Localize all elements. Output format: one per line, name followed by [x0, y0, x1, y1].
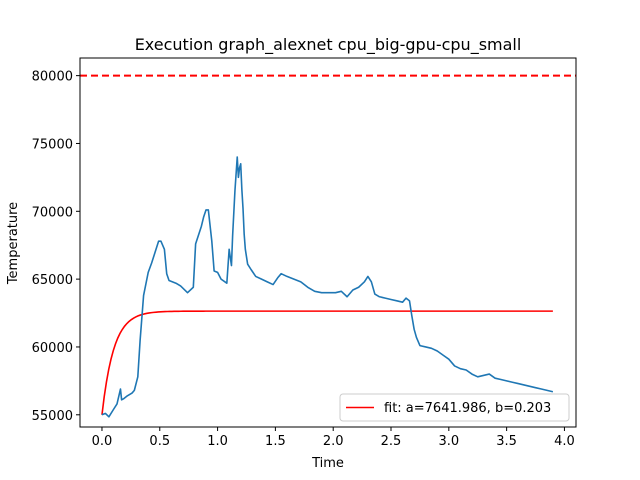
- x-tick-label: 0.5: [149, 434, 170, 449]
- y-tick-label: 60000: [32, 341, 73, 356]
- y-tick-label: 80000: [32, 70, 73, 85]
- fit-line: [101, 310, 553, 415]
- x-tick-label: 2.0: [323, 434, 344, 449]
- x-tick-label: 1.0: [207, 434, 228, 449]
- y-tick-label: 75000: [32, 137, 73, 152]
- plot-frame: [79, 57, 577, 428]
- x-tick-label: 4.0: [554, 434, 575, 449]
- x-axis-label: Time: [311, 456, 344, 471]
- y-tick-label: 70000: [32, 205, 73, 220]
- plot-area: [80, 58, 576, 427]
- x-axis: 0.0 0.5 1.0 1.5 2.0 2.5 3.0 3.5 4.0: [92, 427, 575, 449]
- legend-label-fit: fit: a=7641.986, b=0.203: [384, 401, 551, 416]
- y-axis: 55000 60000 65000 70000 75000 80000: [32, 70, 80, 424]
- x-tick-label: 0.0: [92, 434, 113, 449]
- x-tick-label: 3.5: [496, 434, 517, 449]
- chart-title: Execution graph_alexnet cpu_big-gpu-cpu_…: [135, 35, 522, 55]
- x-tick-label: 2.5: [381, 434, 402, 449]
- legend: fit: a=7641.986, b=0.203: [339, 393, 570, 422]
- legend-box: [339, 393, 570, 422]
- y-tick-label: 65000: [32, 273, 73, 288]
- x-tick-label: 1.5: [265, 434, 286, 449]
- y-tick-label: 55000: [32, 409, 73, 424]
- y-axis-label: Temperature: [6, 202, 21, 285]
- x-tick-label: 3.0: [438, 434, 459, 449]
- temperature-line: [101, 156, 554, 418]
